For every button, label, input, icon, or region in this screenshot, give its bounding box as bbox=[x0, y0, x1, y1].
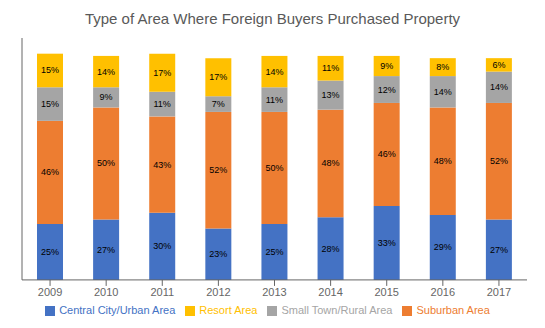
svg-text:9%: 9% bbox=[100, 92, 113, 102]
svg-text:14%: 14% bbox=[434, 87, 452, 97]
svg-text:2011: 2011 bbox=[150, 286, 174, 298]
svg-text:9%: 9% bbox=[380, 61, 393, 71]
html-text:Resort Area: Resort Area bbox=[199, 303, 258, 316]
svg-text:46%: 46% bbox=[41, 167, 59, 177]
svg-text:23%: 23% bbox=[209, 249, 227, 259]
html-text:Central City/Urban Area: Central City/Urban Area bbox=[59, 303, 176, 316]
svg-text:15%: 15% bbox=[41, 65, 59, 75]
svg-text:2012: 2012 bbox=[206, 286, 230, 298]
svg-text:2015: 2015 bbox=[374, 286, 398, 298]
svg-text:14%: 14% bbox=[97, 67, 115, 77]
svg-text:28%: 28% bbox=[322, 244, 340, 254]
svg-text:11%: 11% bbox=[266, 95, 283, 105]
svg-text:6%: 6% bbox=[492, 60, 505, 70]
svg-text:52%: 52% bbox=[490, 156, 508, 166]
svg-text:29%: 29% bbox=[434, 242, 452, 252]
svg-text:50%: 50% bbox=[265, 163, 283, 173]
svg-text:2014: 2014 bbox=[318, 286, 342, 298]
svg-text:11%: 11% bbox=[322, 63, 339, 73]
svg-text:17%: 17% bbox=[209, 72, 227, 82]
svg-text:46%: 46% bbox=[378, 149, 396, 159]
svg-text:8%: 8% bbox=[436, 62, 449, 72]
html-text:Suburban Area: Suburban Area bbox=[416, 303, 490, 316]
svg-text:2017: 2017 bbox=[487, 286, 511, 298]
svg-text:17%: 17% bbox=[153, 68, 171, 78]
svg-text:14%: 14% bbox=[490, 82, 508, 92]
svg-text:7%: 7% bbox=[212, 99, 225, 109]
svg-text:11%: 11% bbox=[154, 99, 171, 109]
svg-text:2013: 2013 bbox=[262, 286, 286, 298]
svg-text:25%: 25% bbox=[41, 247, 59, 257]
svg-text:43%: 43% bbox=[153, 160, 171, 170]
svg-text:48%: 48% bbox=[322, 158, 340, 168]
svg-text:13%: 13% bbox=[322, 90, 340, 100]
svg-text:2009: 2009 bbox=[38, 286, 62, 298]
svg-text:15%: 15% bbox=[41, 99, 59, 109]
svg-text:52%: 52% bbox=[209, 165, 227, 175]
svg-text:25%: 25% bbox=[265, 247, 283, 257]
svg-text:27%: 27% bbox=[97, 245, 115, 255]
svg-text:27%: 27% bbox=[490, 245, 508, 255]
svg-text:48%: 48% bbox=[434, 156, 452, 166]
svg-text:14%: 14% bbox=[265, 67, 283, 77]
html-text:Type of Area Where Foreign Buy: Type of Area Where Foreign Buyers Purcha… bbox=[84, 10, 461, 27]
html-text:Small Town/Rural Area: Small Town/Rural Area bbox=[281, 303, 393, 316]
svg-text:2010: 2010 bbox=[94, 286, 118, 298]
svg-text:2016: 2016 bbox=[431, 286, 455, 298]
svg-text:30%: 30% bbox=[153, 241, 171, 251]
svg-text:12%: 12% bbox=[378, 85, 396, 95]
svg-text:33%: 33% bbox=[378, 238, 396, 248]
svg-text:50%: 50% bbox=[97, 158, 115, 168]
